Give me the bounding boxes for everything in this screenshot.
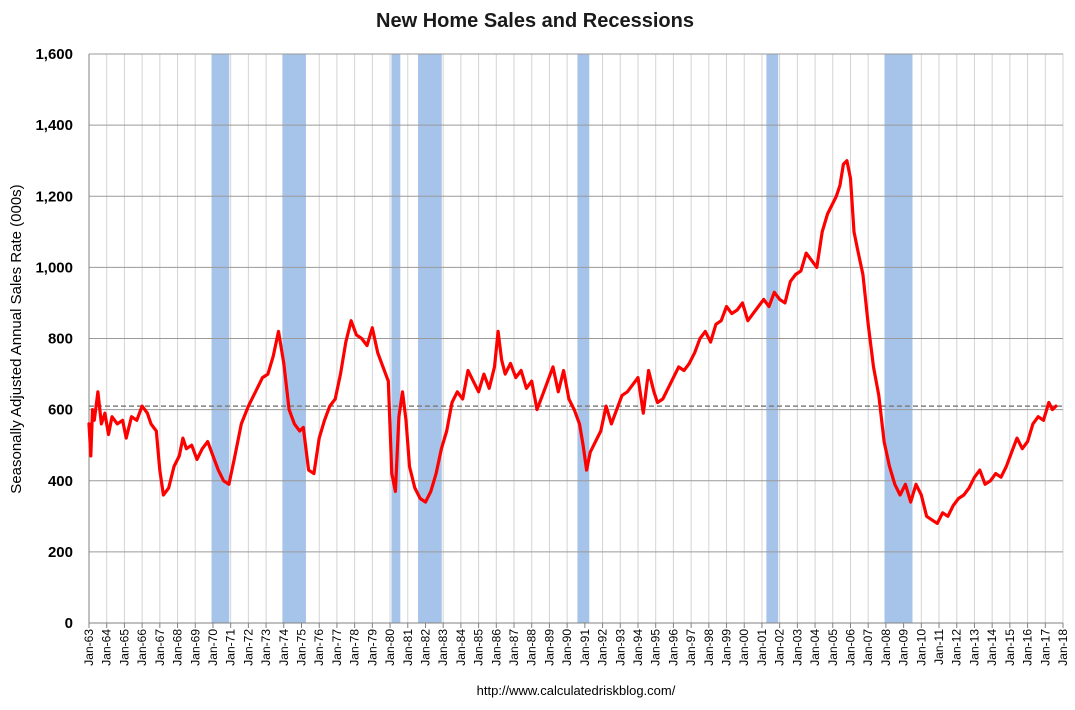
x-tick-label: Jan-66 — [135, 629, 149, 666]
x-tick-label: Jan-16 — [1021, 629, 1035, 666]
x-tick-label: Jan-78 — [348, 629, 362, 666]
x-tick-label: Jan-70 — [206, 629, 220, 666]
x-tick-label: Jan-01 — [755, 629, 769, 666]
x-tick-label: Jan-13 — [967, 629, 981, 666]
x-tick-label: Jan-97 — [684, 629, 698, 666]
x-tick-label: Jan-84 — [454, 629, 468, 666]
x-tick-label: Jan-08 — [879, 629, 893, 666]
x-tick-label: Jan-11 — [932, 629, 946, 665]
x-tick-label: Jan-94 — [631, 629, 645, 666]
y-tick-label: 200 — [48, 544, 73, 561]
y-tick-label: 0 — [65, 615, 73, 632]
y-tick-label: 1,600 — [35, 46, 73, 63]
x-tick-label: Jan-81 — [401, 629, 415, 666]
y-tick-label: 400 — [48, 473, 73, 490]
x-tick-label: Jan-09 — [897, 629, 911, 666]
x-tick-label: Jan-96 — [666, 629, 680, 666]
x-tick-label: Jan-71 — [224, 629, 238, 666]
x-tick-label: Jan-64 — [100, 629, 114, 666]
x-tick-label: Jan-85 — [472, 629, 486, 666]
x-tick-label: Jan-90 — [560, 629, 574, 666]
x-tick-label: Jan-95 — [649, 629, 663, 666]
source-url: http://www.calculatedriskblog.com/ — [477, 683, 676, 698]
x-tick-label: Jan-92 — [596, 629, 610, 666]
x-tick-label: Jan-65 — [117, 629, 131, 666]
x-tick-label: Jan-72 — [241, 629, 255, 666]
x-tick-label: Jan-15 — [1003, 629, 1017, 666]
y-tick-label: 1,400 — [35, 117, 73, 134]
y-tick-label: 600 — [48, 402, 73, 419]
x-tick-label: Jan-80 — [383, 629, 397, 666]
x-tick-label: Jan-87 — [507, 629, 521, 666]
x-tick-label: Jan-79 — [365, 629, 379, 666]
x-tick-label: Jan-83 — [436, 629, 450, 666]
x-tick-label: Jan-99 — [720, 629, 734, 666]
x-tick-label: Jan-91 — [578, 629, 592, 666]
x-tick-label: Jan-05 — [826, 629, 840, 666]
x-tick-label: Jan-02 — [773, 629, 787, 666]
x-tick-label: Jan-18 — [1056, 629, 1070, 666]
x-tick-label: Jan-76 — [312, 629, 326, 666]
y-tick-label: 1,200 — [35, 188, 73, 205]
x-tick-label: Jan-73 — [259, 629, 273, 666]
x-tick-label: Jan-82 — [418, 629, 432, 666]
x-tick-label: Jan-67 — [153, 629, 167, 666]
x-tick-label: Jan-63 — [82, 629, 96, 666]
x-tick-label: Jan-00 — [737, 629, 751, 666]
x-tick-label: Jan-17 — [1038, 629, 1052, 666]
x-tick-label: Jan-03 — [790, 629, 804, 666]
x-tick-label: Jan-68 — [171, 629, 185, 666]
x-tick-label: Jan-88 — [525, 629, 539, 666]
x-tick-label: Jan-89 — [542, 629, 556, 666]
x-tick-label: Jan-75 — [295, 629, 309, 666]
x-tick-label: Jan-14 — [985, 629, 999, 666]
series-line — [87, 159, 1058, 526]
x-tick-label: Jan-74 — [277, 629, 291, 666]
plot-area: 0 200 400 600 800 1,000 1,200 1,400 1,600 Jan-63 J… — [35, 46, 1070, 666]
x-tick-label: Jan-93 — [613, 629, 627, 666]
x-tick-label: Jan-06 — [843, 629, 857, 666]
x-tick-label: Jan-04 — [808, 629, 822, 666]
chart-title: New Home Sales and Recessions — [376, 10, 694, 32]
y-tick-label: 800 — [48, 331, 73, 348]
y-tick-label: 1,000 — [35, 259, 73, 276]
x-tick-label: Jan-86 — [489, 629, 503, 666]
x-tick-label: Jan-10 — [914, 629, 928, 666]
y-axis-label: Seasonally Adjusted Annual Sales Rate (0… — [8, 184, 25, 493]
x-tick-label: Jan-69 — [188, 629, 202, 666]
x-tick-label: Jan-77 — [330, 629, 344, 666]
x-tick-label: Jan-98 — [702, 629, 716, 666]
x-tick-label: Jan-12 — [950, 629, 964, 666]
x-tick-label: Jan-07 — [861, 629, 875, 666]
